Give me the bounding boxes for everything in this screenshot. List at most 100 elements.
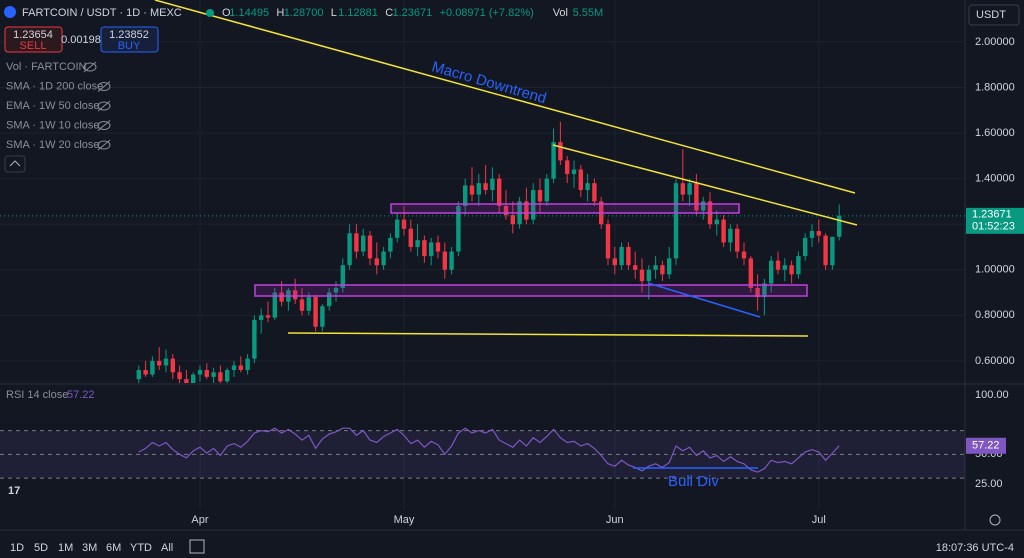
visibility-icon[interactable]: [97, 101, 111, 111]
candle-body: [476, 183, 481, 195]
change: +0.08971 (+7.82%): [440, 7, 534, 19]
candle-body: [816, 231, 821, 236]
candle-body: [333, 287, 339, 293]
range-button[interactable]: 5D: [34, 542, 48, 554]
visibility-icon[interactable]: [83, 62, 97, 72]
candle-body: [272, 292, 277, 318]
candle-body: [775, 260, 781, 270]
rsi-last-label: 57.22: [972, 440, 1000, 452]
candle-body: [211, 372, 216, 377]
candle-body: [388, 237, 393, 252]
candle-body: [830, 236, 835, 266]
range-button[interactable]: 1M: [58, 542, 73, 554]
candle-body: [177, 372, 182, 380]
vol-value: 5.55M: [573, 7, 604, 19]
sell-price: 1.23654: [13, 29, 53, 41]
market-status: [206, 9, 214, 17]
y-tick-label: 0.80000: [975, 309, 1015, 321]
candle-body: [279, 292, 284, 302]
candle-body: [163, 358, 169, 366]
collapse-icon: [9, 160, 21, 167]
candle-body: [408, 228, 413, 247]
candle-body: [666, 258, 672, 275]
candle-body: [184, 379, 189, 383]
candle-body: [510, 215, 515, 225]
candle-body: [585, 183, 590, 191]
zone: [390, 203, 740, 214]
trend-line: [552, 144, 858, 226]
candle-body: [469, 185, 475, 195]
visibility-icon[interactable]: [97, 82, 111, 91]
candle-body: [204, 370, 209, 377]
buy-button[interactable]: [100, 26, 159, 53]
candle-body: [245, 358, 250, 371]
ohlc-value: 1.28700: [284, 7, 324, 19]
candle-body: [796, 256, 801, 275]
currency-select[interactable]: [968, 4, 1020, 26]
currency: USDT: [976, 9, 1006, 21]
candle-body: [143, 370, 148, 375]
candle-body: [394, 219, 400, 238]
visibility-icon[interactable]: [97, 121, 111, 130]
candle-body: [762, 283, 767, 298]
candle-body: [551, 142, 556, 179]
visibility-icon[interactable]: [97, 140, 111, 150]
annotation: Bull Div: [668, 473, 719, 490]
visibility-icon-slash: [97, 139, 111, 151]
indicator: SMA · 1D 200 close: [6, 80, 103, 92]
x-tick-label: May: [394, 514, 415, 526]
candle-body: [374, 258, 379, 266]
candle-body: [367, 235, 373, 259]
candle-body: [619, 246, 624, 266]
candle-body: [558, 142, 563, 161]
candle-body: [258, 315, 264, 320]
candle-body: [490, 178, 495, 191]
candle-body: [170, 358, 175, 373]
candle-body: [503, 205, 509, 216]
candle-body: [632, 265, 638, 270]
buy-label: BUY: [118, 40, 141, 52]
sell-button[interactable]: [4, 26, 63, 53]
candle-body: [605, 224, 611, 259]
toolbar: 1D 5D 1M 3M 6M YTD All: [10, 542, 173, 554]
candle-body: [381, 251, 386, 266]
vol-label: Vol: [553, 7, 568, 19]
tv-logo: 17: [8, 485, 20, 497]
visibility-icon-slash: [97, 100, 111, 112]
candle-body: [673, 183, 679, 259]
range-button[interactable]: 1D: [10, 542, 24, 554]
y-tick-label: 25.00: [975, 478, 1003, 490]
candle-body: [768, 260, 774, 284]
candle-body: [347, 233, 352, 266]
ohlc-value: 1.23671: [393, 7, 433, 19]
candle-body: [823, 235, 828, 266]
candle-body: [721, 219, 726, 243]
indicator: SMA · 1W 20 close: [6, 139, 100, 151]
range-button[interactable]: All: [161, 542, 173, 554]
rsi-title: RSI 14 close: [6, 389, 68, 401]
range-button[interactable]: 6M: [106, 542, 121, 554]
settings-icon[interactable]: [989, 514, 1001, 526]
indicator: EMA · 1W 50 close: [6, 100, 100, 112]
range-button[interactable]: 3M: [82, 542, 97, 554]
candle-body: [714, 219, 719, 225]
candle-body: [442, 251, 447, 270]
calendar-icon[interactable]: [189, 539, 205, 554]
ohlc-value: 1.14495: [229, 7, 269, 19]
collapse-button[interactable]: [4, 155, 26, 173]
candle-body: [680, 183, 685, 195]
range-button[interactable]: YTD: [130, 542, 152, 554]
y-tick-label: 1.40000: [975, 173, 1015, 185]
candle-body: [687, 183, 692, 195]
candle-body: [422, 240, 427, 257]
candle-body: [592, 183, 597, 202]
ohlc-label: C: [385, 7, 393, 19]
ohlc-label: H: [276, 7, 284, 19]
candle-body: [748, 258, 753, 288]
candle-body: [802, 237, 808, 257]
rsi-last-box: [966, 437, 1006, 454]
candle-body: [456, 205, 461, 252]
candle-body: [639, 269, 645, 282]
